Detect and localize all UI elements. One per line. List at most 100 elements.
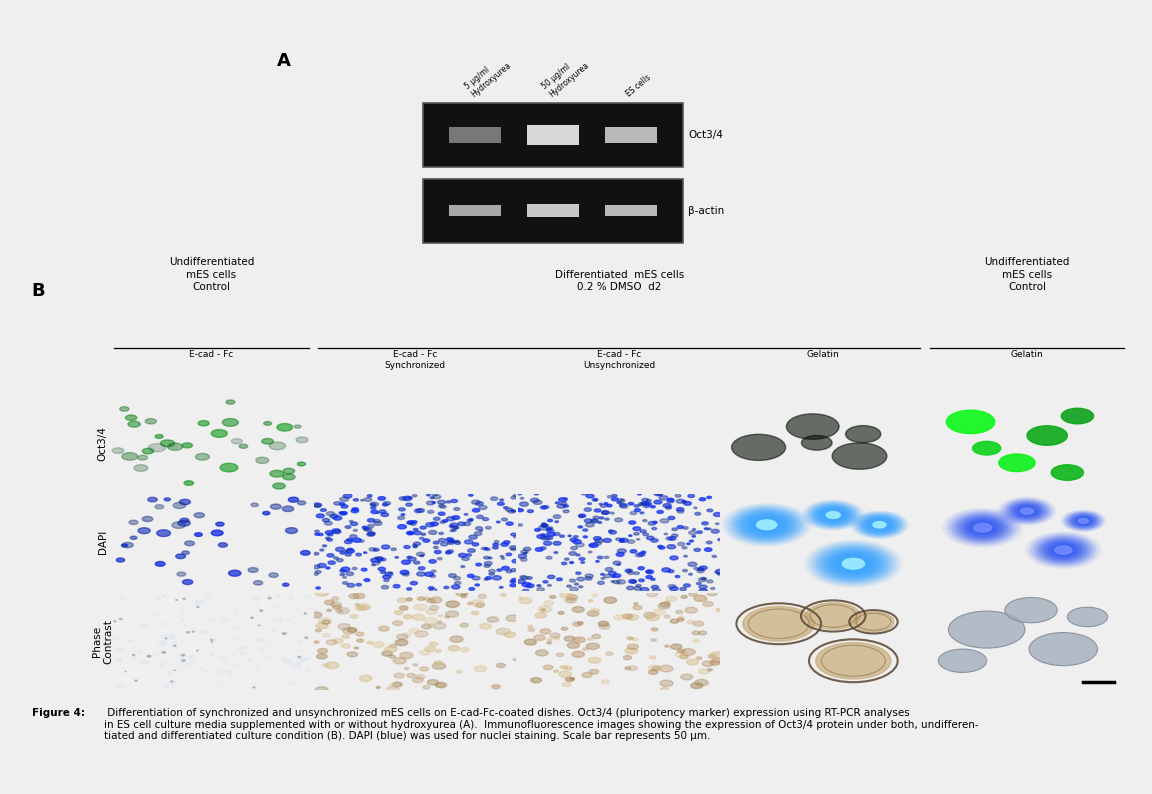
Circle shape <box>185 664 189 665</box>
Circle shape <box>584 508 591 511</box>
Circle shape <box>484 565 490 568</box>
Circle shape <box>861 516 899 534</box>
Circle shape <box>568 535 571 537</box>
Circle shape <box>450 523 457 526</box>
Circle shape <box>513 495 516 496</box>
Circle shape <box>471 500 480 504</box>
Circle shape <box>616 501 622 503</box>
Circle shape <box>972 522 993 533</box>
Circle shape <box>349 520 353 522</box>
Circle shape <box>410 522 416 526</box>
Circle shape <box>675 576 680 578</box>
Circle shape <box>576 543 584 547</box>
Circle shape <box>553 542 561 545</box>
Circle shape <box>546 528 552 531</box>
Circle shape <box>805 603 861 629</box>
Circle shape <box>1000 499 1054 524</box>
Circle shape <box>313 572 318 576</box>
Circle shape <box>501 518 507 521</box>
Circle shape <box>787 414 839 439</box>
Circle shape <box>509 545 517 549</box>
Circle shape <box>357 639 364 642</box>
Circle shape <box>1011 503 1043 518</box>
Circle shape <box>547 532 555 536</box>
Circle shape <box>566 677 574 681</box>
Circle shape <box>314 504 320 507</box>
Circle shape <box>644 612 655 618</box>
Circle shape <box>813 505 854 525</box>
Circle shape <box>134 599 136 601</box>
Circle shape <box>586 494 594 498</box>
Circle shape <box>725 505 809 545</box>
Circle shape <box>677 510 684 513</box>
Circle shape <box>304 596 311 598</box>
Circle shape <box>414 528 418 530</box>
Circle shape <box>142 516 153 522</box>
Circle shape <box>273 483 286 489</box>
Circle shape <box>440 542 448 546</box>
Circle shape <box>387 687 399 692</box>
Circle shape <box>232 651 238 654</box>
Circle shape <box>464 514 468 515</box>
Circle shape <box>287 659 291 661</box>
Circle shape <box>430 575 435 577</box>
Circle shape <box>698 568 704 571</box>
Circle shape <box>687 543 690 545</box>
Circle shape <box>670 556 679 560</box>
Circle shape <box>870 520 889 530</box>
Circle shape <box>748 516 785 534</box>
Circle shape <box>393 657 407 664</box>
Circle shape <box>380 558 386 561</box>
Bar <box>526 204 578 217</box>
Circle shape <box>402 633 411 637</box>
Circle shape <box>355 603 359 606</box>
Circle shape <box>328 561 335 565</box>
Circle shape <box>177 520 190 526</box>
Circle shape <box>814 506 851 524</box>
Circle shape <box>676 499 684 503</box>
Circle shape <box>340 512 347 515</box>
Circle shape <box>659 665 673 672</box>
Circle shape <box>381 545 389 549</box>
Circle shape <box>511 496 516 499</box>
Circle shape <box>335 547 344 552</box>
Circle shape <box>342 582 348 584</box>
Circle shape <box>432 502 435 503</box>
Circle shape <box>196 453 210 461</box>
Circle shape <box>1037 538 1090 563</box>
Circle shape <box>157 530 170 537</box>
Circle shape <box>219 685 220 686</box>
Circle shape <box>612 576 615 577</box>
Circle shape <box>500 556 503 557</box>
Circle shape <box>560 592 571 598</box>
Circle shape <box>420 650 431 655</box>
Circle shape <box>395 611 403 615</box>
Circle shape <box>652 588 660 592</box>
Circle shape <box>488 569 495 572</box>
Circle shape <box>715 569 725 573</box>
Circle shape <box>122 453 138 461</box>
Circle shape <box>333 605 341 609</box>
Circle shape <box>705 548 712 551</box>
Circle shape <box>501 566 509 570</box>
Circle shape <box>599 624 611 629</box>
Circle shape <box>162 596 166 597</box>
Circle shape <box>377 558 384 561</box>
Circle shape <box>632 526 641 530</box>
Circle shape <box>433 517 440 520</box>
Circle shape <box>468 574 475 577</box>
Circle shape <box>704 528 708 530</box>
Circle shape <box>515 596 523 599</box>
Circle shape <box>574 536 578 538</box>
Circle shape <box>376 687 380 688</box>
Circle shape <box>435 683 446 688</box>
Circle shape <box>866 518 893 531</box>
Circle shape <box>518 554 526 558</box>
Circle shape <box>694 621 704 626</box>
Circle shape <box>423 539 430 542</box>
Circle shape <box>342 635 349 638</box>
Circle shape <box>426 609 437 615</box>
Circle shape <box>177 572 185 576</box>
Circle shape <box>433 546 438 549</box>
Circle shape <box>379 626 389 631</box>
